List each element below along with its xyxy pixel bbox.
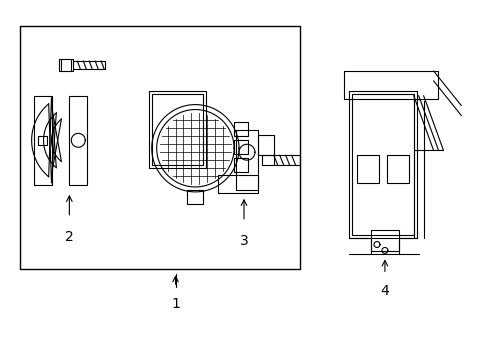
Text: 4: 4 bbox=[380, 284, 388, 298]
Text: 1: 1 bbox=[171, 297, 180, 311]
Text: 3: 3 bbox=[239, 234, 248, 248]
Text: 2: 2 bbox=[65, 230, 74, 244]
